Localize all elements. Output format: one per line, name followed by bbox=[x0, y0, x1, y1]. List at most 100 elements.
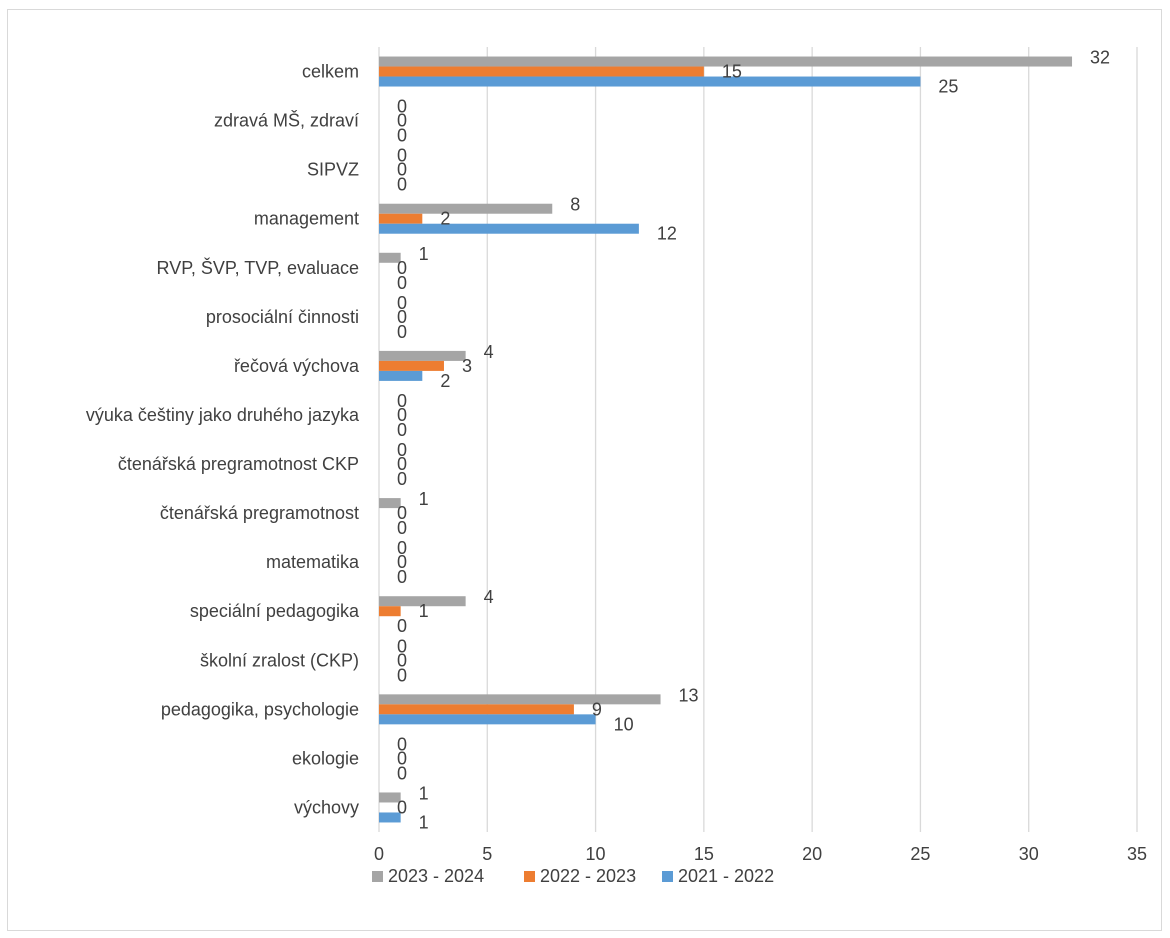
legend-swatch bbox=[662, 871, 673, 882]
legend-label: 2022 - 2023 bbox=[540, 866, 636, 886]
data-label: 0 bbox=[397, 616, 407, 636]
data-label: 3 bbox=[462, 356, 472, 376]
data-label: 25 bbox=[938, 77, 958, 97]
category-label: čtenářská pregramotnost bbox=[160, 503, 359, 523]
data-label: 0 bbox=[397, 146, 407, 166]
bar bbox=[379, 714, 596, 725]
data-label: 0 bbox=[397, 258, 407, 278]
data-label: 8 bbox=[570, 195, 580, 215]
data-label: 1 bbox=[419, 244, 429, 264]
legend-label: 2023 - 2024 bbox=[388, 866, 484, 886]
category-label: výuka češtiny jako druhého jazyka bbox=[86, 405, 360, 425]
data-label: 0 bbox=[397, 518, 407, 538]
bar bbox=[379, 223, 639, 234]
category-label: SIPVZ bbox=[307, 160, 359, 180]
category-label: RVP, ŠVP, TVP, evaluace bbox=[157, 257, 359, 278]
data-label: 0 bbox=[397, 391, 407, 411]
data-label: 13 bbox=[679, 685, 699, 705]
x-tick-label: 35 bbox=[1127, 844, 1147, 864]
data-label: 0 bbox=[397, 665, 407, 685]
category-label: speciální pedagogika bbox=[190, 601, 360, 621]
data-label: 4 bbox=[484, 342, 494, 362]
x-tick-label: 15 bbox=[694, 844, 714, 864]
legend: 2023 - 2024 2022 - 2023 2021 - 2022 bbox=[372, 866, 774, 886]
bar bbox=[379, 704, 574, 715]
data-label: 0 bbox=[397, 797, 407, 817]
x-tick-label: 20 bbox=[802, 844, 822, 864]
data-label: 0 bbox=[397, 160, 407, 180]
x-tick-label: 5 bbox=[482, 844, 492, 864]
category-label: čtenářská pregramotnost CKP bbox=[118, 454, 359, 474]
data-label: 0 bbox=[397, 636, 407, 656]
category-labels: celkem zdravá MŠ, zdraví SIPVZ management RV… bbox=[86, 62, 360, 818]
data-label: 15 bbox=[722, 62, 742, 82]
category-label: ekologie bbox=[292, 748, 359, 768]
bar bbox=[379, 498, 401, 509]
category-label: celkem bbox=[302, 62, 359, 82]
bar bbox=[379, 694, 661, 705]
data-label: 4 bbox=[484, 587, 494, 607]
x-axis-ticks: 0 5 10 15 20 25 30 35 bbox=[374, 844, 1147, 864]
legend-label: 2021 - 2022 bbox=[678, 866, 774, 886]
chart-frame: 32 15 25 0 0 0 0 0 0 8 2 12 1 0 0 0 0 0 4 3 2 0 0 0 0 0 0 1 0 0 0 0 0 4 1 0… bbox=[7, 9, 1162, 931]
data-label: 0 bbox=[397, 734, 407, 754]
category-label: matematika bbox=[266, 552, 360, 572]
data-label: 0 bbox=[397, 293, 407, 313]
data-label: 0 bbox=[397, 538, 407, 558]
data-label: 0 bbox=[397, 567, 407, 587]
data-label: 0 bbox=[397, 469, 407, 489]
data-label: 0 bbox=[397, 273, 407, 293]
data-label: 0 bbox=[397, 420, 407, 440]
data-label: 2 bbox=[440, 371, 450, 391]
bars bbox=[379, 56, 1073, 823]
bar bbox=[379, 66, 704, 77]
bar bbox=[379, 350, 466, 361]
category-label: zdravá MŠ, zdraví bbox=[214, 110, 359, 131]
bar-chart: 3215250000008212100000432000000100000410… bbox=[86, 47, 1147, 886]
data-label: 2 bbox=[440, 209, 450, 229]
bar bbox=[379, 596, 466, 607]
data-label: 0 bbox=[397, 503, 407, 523]
category-label: školní zralost (CKP) bbox=[200, 650, 359, 670]
bar bbox=[379, 213, 423, 224]
data-label: 10 bbox=[614, 714, 634, 734]
gridlines bbox=[486, 47, 1138, 832]
data-label: 0 bbox=[397, 405, 407, 425]
x-tick-label: 10 bbox=[586, 844, 606, 864]
x-tick-label: 30 bbox=[1019, 844, 1039, 864]
category-label: řečová výchova bbox=[234, 356, 360, 376]
bar bbox=[379, 252, 401, 263]
data-label: 9 bbox=[592, 699, 602, 719]
data-label: 0 bbox=[397, 175, 407, 195]
data-label: 0 bbox=[397, 111, 407, 131]
data-label: 0 bbox=[397, 748, 407, 768]
data-label: 0 bbox=[397, 454, 407, 474]
data-label: 1 bbox=[419, 812, 429, 832]
bar bbox=[379, 792, 401, 803]
data-labels: 3215250000008212100000432000000100000410… bbox=[397, 48, 1110, 833]
category-label: pedagogika, psychologie bbox=[161, 699, 359, 719]
data-label: 12 bbox=[657, 224, 677, 244]
legend-swatch bbox=[524, 871, 535, 882]
bar bbox=[379, 370, 423, 381]
data-label: 0 bbox=[397, 322, 407, 342]
x-tick-label: 25 bbox=[910, 844, 930, 864]
data-label: 0 bbox=[397, 763, 407, 783]
data-label: 0 bbox=[397, 650, 407, 670]
data-label: 0 bbox=[397, 440, 407, 460]
data-label: 1 bbox=[419, 489, 429, 509]
bar bbox=[379, 56, 1073, 67]
data-label: 0 bbox=[397, 307, 407, 327]
x-tick-label: 0 bbox=[374, 844, 384, 864]
data-label: 1 bbox=[419, 783, 429, 803]
data-label: 1 bbox=[419, 601, 429, 621]
legend-swatch bbox=[372, 871, 383, 882]
category-label: prosociální činnosti bbox=[206, 307, 359, 327]
bar bbox=[379, 606, 401, 617]
category-label: výchovy bbox=[294, 797, 359, 817]
category-label: management bbox=[254, 209, 359, 229]
bar bbox=[379, 76, 921, 87]
data-label: 32 bbox=[1090, 48, 1110, 68]
data-label: 0 bbox=[397, 552, 407, 572]
data-label: 0 bbox=[397, 97, 407, 117]
